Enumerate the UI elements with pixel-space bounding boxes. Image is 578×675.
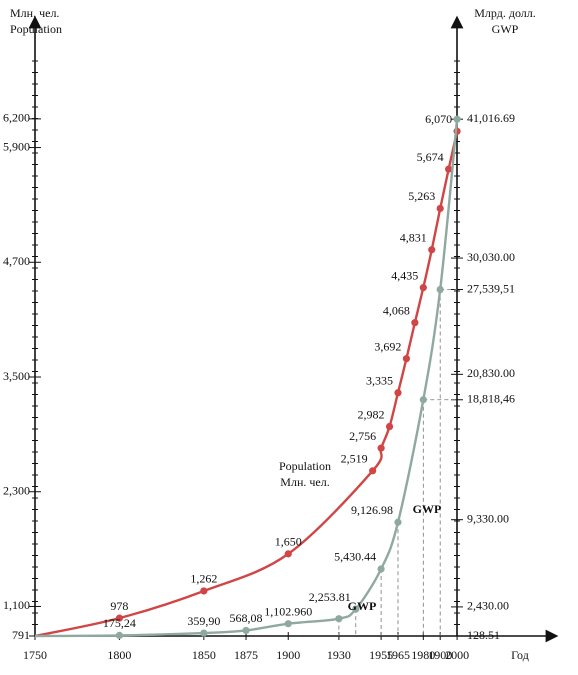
value-label: 1,650 [275,535,302,549]
x-tick-label: 1980 [411,648,435,662]
x-tick-label: 1750 [23,648,47,662]
data-point [411,319,419,327]
y-tick-label: 3,500 [3,369,30,383]
y-axis-title: Population [10,22,62,36]
data-point [335,615,343,623]
y2-tick-label: 27,539,51 [467,281,515,295]
y2-tick-label: 30,030.00 [467,250,515,264]
data-point [242,626,250,635]
x-tick-label: 1900 [276,648,300,662]
x-tick-label: 1850 [192,648,216,662]
annotation: GWP [348,599,377,613]
value-label: 1,102.960 [264,604,312,618]
annotation: Population [279,459,331,473]
data-point [352,605,360,613]
data-point [436,285,444,294]
value-label: 4,831 [400,231,427,245]
x-tick-label: 1965 [386,648,410,662]
data-point [377,565,385,573]
data-point [428,246,436,254]
x-tick-label: 1900 [428,648,452,662]
data-point [445,165,453,173]
value-label: 3,692 [374,339,401,353]
y2-tick-label: 128.51 [467,628,500,642]
data-point [200,587,208,595]
y2-tick-label: 20,830.00 [467,366,515,380]
annotation: Млн. чел. [280,475,329,489]
value-label: 5,674 [417,150,444,164]
value-label: 175,24 [103,616,136,630]
data-point [419,284,427,292]
y2-tick-label: 9,330.00 [467,511,509,525]
value-label: 2,756 [349,429,376,443]
value-label: 2,982 [358,407,385,421]
data-point [436,204,444,213]
y2-tick-label: 2,430.00 [467,599,509,613]
y-tick-label: 791 [12,628,30,642]
y-tick-label: 2,300 [3,483,30,497]
data-point [115,614,124,622]
value-label: 2,519 [341,452,368,466]
data-point [200,629,208,637]
value-label: 4,435 [391,268,418,282]
x-axis-title: Год [511,648,529,662]
value-label: 2,253.81 [309,590,351,604]
series-line [34,131,459,638]
y-axis-title: Млн. чел. [10,6,59,20]
value-label: 359,90 [187,614,220,628]
y-tick-label: 6,200 [3,111,30,125]
series-line [34,119,459,638]
x-tick-label: 1930 [327,648,351,662]
data-point [385,422,394,431]
x-tick-label: 1800 [107,648,131,662]
x-tick-label: 1955 [369,648,393,662]
value-label: 3,335 [366,374,393,388]
data-point [369,467,377,475]
x-tick-label: 1875 [234,648,258,662]
data-point [394,389,402,397]
x-tick-label: 2000 [445,648,469,662]
y2-axis-title: Млрд. долл. [474,6,536,20]
value-label: 6,070 [425,112,452,126]
value-label: 4,068 [383,303,410,317]
value-label: 5,430.44 [334,550,376,564]
data-point [394,518,402,526]
y2-tick-label: 18,818,46 [467,392,515,406]
value-label: 568,08 [230,611,263,625]
data-point [284,620,292,628]
data-point [419,396,427,404]
data-point [284,550,292,558]
data-point [377,444,385,452]
annotation: GWP [413,502,442,516]
value-label: 9,126.98 [351,503,393,517]
data-point [402,355,411,363]
data-point [115,631,124,640]
y-tick-label: 5,900 [3,139,30,153]
value-label: 978 [110,599,128,613]
y-tick-label: 4,700 [3,254,30,268]
data-point [453,115,461,123]
value-label: 5,263 [408,189,435,203]
y2-axis-title: GWP [492,22,519,36]
y-tick-label: 1,100 [3,598,30,612]
value-label: 1,262 [190,572,217,586]
y2-tick-label: 41,016.69 [467,111,515,125]
